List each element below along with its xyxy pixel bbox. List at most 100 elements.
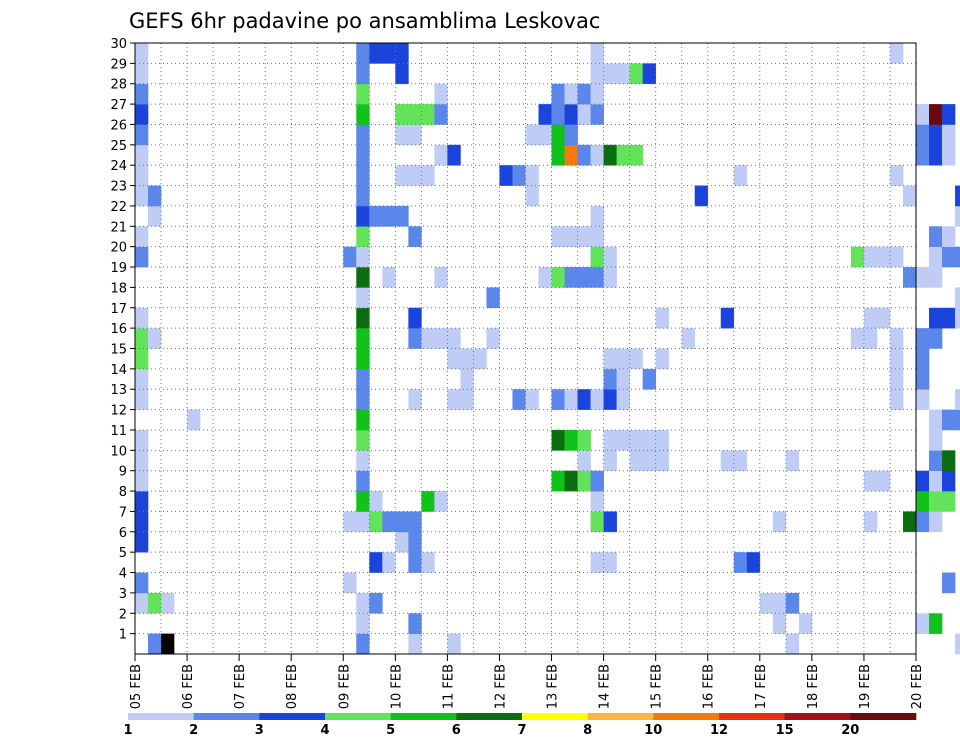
heatmap-cell: [551, 267, 565, 288]
heatmap-cell: [421, 328, 435, 349]
heatmap-cell: [720, 450, 735, 471]
heatmap-cell: [356, 328, 370, 349]
heatmap-cell: [929, 307, 943, 329]
heatmap-cell: [929, 511, 943, 533]
heatmap-cell: [942, 226, 956, 247]
heatmap-cell: [356, 43, 370, 64]
heatmap-cell: [395, 124, 409, 146]
heatmap-cell: [642, 429, 656, 451]
y-tick-label: 7: [119, 505, 127, 520]
colorbar-label: 15: [776, 723, 794, 738]
heatmap-cell: [369, 205, 383, 227]
heatmap-cell: [356, 470, 370, 492]
colorbar-swatch: [522, 713, 588, 720]
heatmap-cell: [603, 246, 617, 268]
heatmap-cell: [772, 592, 787, 614]
heatmap-cell: [356, 389, 370, 410]
heatmap-cell: [356, 185, 370, 207]
heatmap-cell: [356, 592, 370, 614]
heatmap-cell: [356, 307, 370, 329]
heatmap-cell: [408, 389, 422, 410]
heatmap-cell: [902, 185, 917, 207]
heatmap-cell: [434, 83, 448, 105]
heatmap-cell: [382, 205, 396, 227]
heatmap-cell: [942, 246, 956, 268]
y-tick-label: 12: [110, 404, 127, 419]
heatmap-cell: [551, 389, 565, 410]
heatmap-cell: [955, 389, 960, 410]
heatmap-cell: [382, 267, 396, 288]
heatmap-cell: [473, 348, 487, 370]
heatmap-cell: [577, 83, 591, 105]
heatmap-cell: [785, 633, 800, 655]
colorbar-label: 1: [123, 723, 132, 738]
heatmap-cell: [955, 307, 960, 329]
heatmap-cell: [863, 511, 878, 533]
y-tick-label: 8: [119, 485, 127, 500]
heatmap-cell: [135, 592, 149, 614]
heatmap-cell: [356, 429, 370, 451]
heatmap-cell: [369, 592, 383, 614]
y-tick-label: 2: [119, 607, 127, 622]
heatmap-cell: [694, 185, 709, 207]
heatmap-cell: [603, 389, 617, 410]
heatmap-cell: [486, 287, 500, 309]
heatmap-cell: [955, 287, 960, 309]
heatmap-cell: [889, 389, 904, 410]
chart-title: GEFS 6hr padavine po ansamblima Leskovac: [129, 9, 600, 33]
heatmap-cell: [447, 328, 461, 349]
colorbar-swatch: [128, 713, 194, 720]
heatmap-cell: [942, 124, 956, 146]
heatmap-cell: [629, 429, 643, 451]
heatmap-cell: [551, 144, 565, 166]
heatmap-cell: [785, 592, 800, 614]
heatmap-cell: [916, 491, 930, 512]
heatmap-cell: [916, 348, 930, 370]
heatmap-cell: [955, 205, 960, 227]
colorbar-label: 6: [452, 723, 461, 738]
heatmap-cell: [148, 592, 162, 614]
colorbar-label: 20: [841, 723, 859, 738]
heatmap-cell: [603, 368, 617, 390]
heatmap-cell: [759, 592, 774, 614]
heatmap-cell: [408, 307, 422, 329]
heatmap-cell: [590, 43, 604, 64]
heatmap-cell: [942, 470, 956, 492]
heatmap-cell: [616, 348, 630, 370]
heatmap-cell: [135, 389, 149, 410]
heatmap-cell: [343, 246, 357, 268]
heatmap-cells: [135, 43, 960, 655]
heatmap-cell: [772, 511, 787, 533]
y-tick-label: 14: [110, 363, 127, 378]
heatmap-cell: [564, 124, 578, 146]
heatmap-cell: [590, 389, 604, 410]
heatmap-cell: [942, 144, 956, 166]
heatmap-cell: [525, 165, 539, 186]
x-tick-label: 08 FEB: [285, 664, 300, 709]
x-tick-label: 20 FEB: [910, 664, 925, 709]
x-tick-label: 15 FEB: [650, 664, 665, 709]
heatmap-cell: [525, 185, 539, 207]
heatmap-cell: [408, 613, 422, 634]
heatmap-cell: [135, 572, 149, 594]
heatmap-cell: [603, 511, 617, 533]
heatmap-cell: [577, 267, 591, 288]
heatmap-cell: [798, 613, 813, 634]
heatmap-cell: [356, 633, 370, 655]
heatmap-cell: [551, 226, 565, 247]
heatmap-cell: [616, 368, 630, 390]
heatmap-cell: [590, 511, 604, 533]
heatmap-cell: [655, 307, 669, 329]
heatmap-cell: [343, 511, 357, 533]
heatmap-cell: [916, 104, 930, 125]
x-tick-label: 18 FEB: [806, 664, 821, 709]
y-tick-label: 11: [110, 424, 127, 439]
heatmap-cell: [863, 246, 878, 268]
heatmap-cell: [447, 389, 461, 410]
heatmap-cell: [343, 572, 357, 594]
heatmap-cell: [135, 246, 149, 268]
heatmap-cell: [929, 328, 943, 349]
heatmap-cell: [955, 409, 960, 431]
colorbar-swatch: [390, 713, 457, 720]
